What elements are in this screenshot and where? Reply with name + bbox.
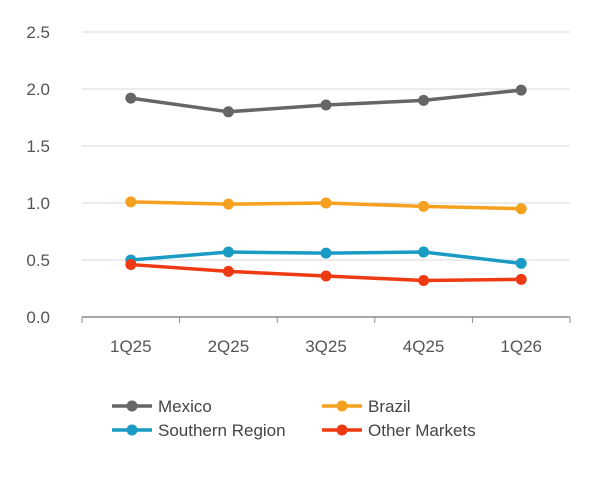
- data-point: [125, 259, 137, 271]
- data-point: [222, 246, 234, 258]
- x-tick-label: 1Q25: [110, 337, 152, 356]
- legend-item: Mexico: [112, 397, 212, 416]
- y-tick-label: 0.0: [26, 308, 50, 327]
- data-point: [222, 106, 234, 118]
- legend-item: Brazil: [322, 397, 411, 416]
- series-layer: [125, 84, 527, 287]
- data-point: [320, 247, 332, 259]
- x-tick-label: 4Q25: [403, 337, 445, 356]
- data-point: [515, 203, 527, 215]
- data-point: [515, 273, 527, 285]
- y-tick-label: 2.0: [26, 80, 50, 99]
- series-1: [125, 196, 527, 215]
- series-3: [125, 259, 527, 287]
- data-point: [418, 246, 430, 258]
- data-point: [222, 198, 234, 210]
- data-point: [320, 270, 332, 282]
- series-0: [125, 84, 527, 118]
- legend-swatch-marker: [336, 424, 348, 436]
- legend-label: Mexico: [158, 397, 212, 416]
- data-point: [320, 197, 332, 209]
- legend-label: Brazil: [368, 397, 411, 416]
- y-tick-label: 1.5: [26, 137, 50, 156]
- data-point: [320, 99, 332, 111]
- x-tick-label: 3Q25: [305, 337, 347, 356]
- legend-item: Other Markets: [322, 421, 476, 440]
- gridlines: [82, 31, 570, 261]
- legend: Mexico Brazil Southern Region Other Markets: [112, 397, 476, 440]
- legend-label: Other Markets: [368, 421, 476, 440]
- legend-item: Southern Region: [112, 421, 286, 440]
- data-point: [418, 275, 430, 287]
- data-point: [125, 92, 137, 104]
- x-tick-label: 1Q26: [500, 337, 542, 356]
- data-point: [222, 265, 234, 277]
- y-tick-label: 2.5: [26, 23, 50, 42]
- series-2: [125, 246, 527, 269]
- y-tick-label: 1.0: [26, 194, 50, 213]
- data-point: [418, 94, 430, 106]
- axes: 0.0 0.5 1.0 1.5 2.0 2.5 1Q25 2Q25 3Q25 4Q25 1Q26: [26, 23, 571, 356]
- legend-label: Southern Region: [158, 421, 286, 440]
- x-tick-label: 2Q25: [208, 337, 250, 356]
- data-point: [418, 200, 430, 212]
- data-point: [515, 84, 527, 96]
- data-point: [515, 257, 527, 269]
- y-tick-label: 0.5: [26, 251, 50, 270]
- legend-swatch-marker: [126, 400, 138, 412]
- legend-swatch-marker: [126, 424, 138, 436]
- legend-swatch-marker: [336, 400, 348, 412]
- data-point: [125, 196, 137, 208]
